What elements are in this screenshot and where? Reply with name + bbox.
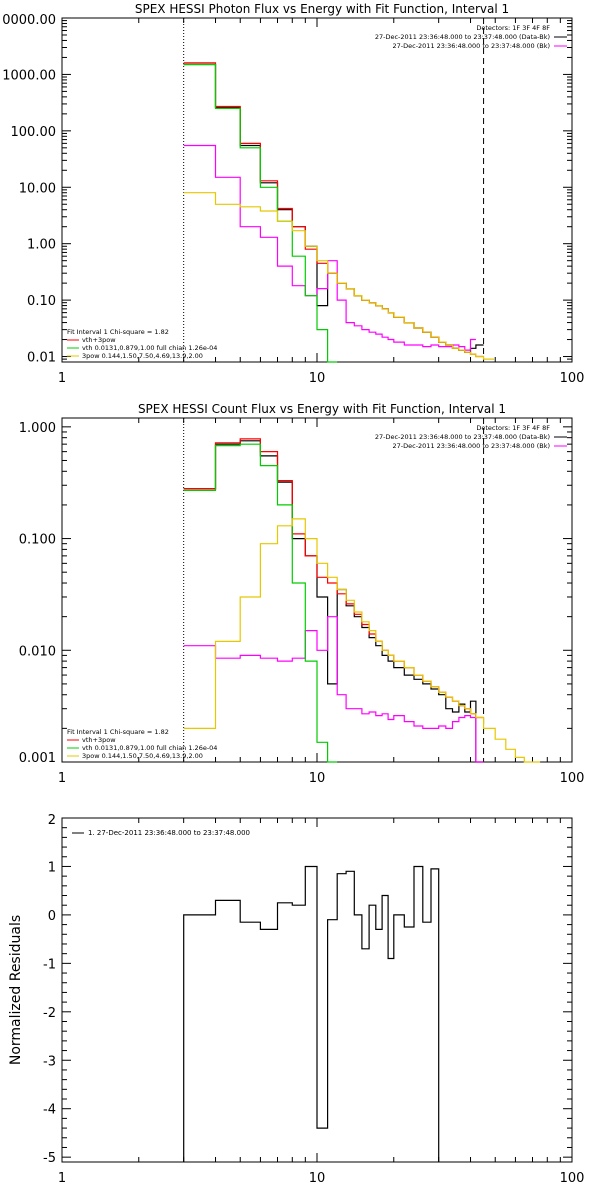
- x-tick-label: 100: [560, 1171, 585, 1186]
- residuals-y-axis-label: Normalized Residuals: [8, 915, 24, 1065]
- legend-entry: 3pow 0.144,1.50,7.50,4.69,13.9,2.00: [82, 352, 203, 360]
- y-tick-label: 100.00: [11, 125, 57, 140]
- legend-entry: Fit Interval 1 Chi-square = 1.82: [67, 728, 169, 736]
- photon-flux-title: SPEX HESSI Photon Flux vs Energy with Fi…: [135, 2, 509, 16]
- y-tick-label: 0.010: [19, 644, 56, 659]
- series-3pow: [183, 192, 495, 360]
- y-tick-label: 2: [48, 813, 56, 828]
- series-data-bk: [183, 440, 484, 763]
- x-tick-label: 100: [560, 371, 585, 386]
- legend-entry: Detectors: 1F 3F 4F 8F: [476, 424, 550, 432]
- y-tick-label: 0.01: [27, 351, 56, 366]
- y-tick-label: -3: [43, 1054, 56, 1069]
- legend-entry: vth+3pow: [82, 336, 116, 344]
- y-tick-label: 1000.00: [2, 68, 56, 83]
- legend-entry: 27-Dec-2011 23:36:48.000 to 23:37:48.000…: [375, 33, 550, 41]
- x-tick-label: 10: [309, 771, 326, 786]
- residuals-axes: 1 10 100 -5 -4 -3 -2 -1 0 1 2: [43, 813, 584, 1186]
- x-tick-label: 1: [58, 1171, 66, 1186]
- count-flux-panel: SPEX HESSI Count Flux vs Energy with Fit…: [19, 402, 585, 786]
- legend-entry: vth 0.0131,0.879,1.00 full chian 1.26e-0…: [82, 744, 217, 752]
- residuals-legend: 1. 27-Dec-2011 23:36:48.000 to 23:37:48.…: [72, 829, 250, 837]
- y-tick-label: -1: [43, 957, 56, 972]
- y-tick-label: 10.00: [19, 181, 56, 196]
- y-tick-label: -4: [43, 1103, 56, 1118]
- legend-entry: 27-Dec-2011 23:36:48.000 to 23:37:48.000…: [375, 433, 550, 441]
- series-residuals: [183, 865, 440, 1162]
- series-3pow: [183, 518, 541, 763]
- x-tick-label: 10: [309, 1171, 326, 1186]
- series-vth-3pow: [183, 62, 484, 358]
- count-flux-axes: 1 10 100 0.001 0.010 0.100 1.000: [19, 418, 585, 786]
- photon-flux-panel: SPEX HESSI Photon Flux vs Energy with Fi…: [2, 2, 584, 386]
- count-flux-title: SPEX HESSI Count Flux vs Energy with Fit…: [138, 402, 506, 416]
- legend-entry: 27-Dec-2011 23:36:48.000 to 23:37:48.000…: [393, 442, 551, 450]
- x-tick-label: 10: [309, 371, 326, 386]
- x-tick-label: 1: [58, 771, 66, 786]
- series-bk: [183, 144, 476, 351]
- y-tick-label: 0.001: [19, 751, 56, 766]
- legend-entry: 1. 27-Dec-2011 23:36:48.000 to 23:37:48.…: [88, 829, 250, 837]
- y-tick-label: -5: [43, 1151, 56, 1166]
- y-tick-label: 1.000: [19, 421, 56, 436]
- x-tick-label: 100: [560, 771, 585, 786]
- residuals-series: [183, 865, 440, 1162]
- legend-entry: vth+3pow: [82, 736, 116, 744]
- y-tick-label: 0: [48, 909, 56, 924]
- legend-entry: 27-Dec-2011 23:36:48.000 to 23:37:48.000…: [393, 42, 551, 50]
- series-vth-3pow: [183, 438, 484, 719]
- x-tick-label: 1: [58, 371, 66, 386]
- legend-entry: vth 0.0131,0.879,1.00 full chian 1.26e-0…: [82, 344, 217, 352]
- series-data-bk: [183, 63, 484, 353]
- y-tick-label: 1.00: [27, 238, 56, 253]
- legend-entry: 3pow 0.144,1.50,7.50,4.69,13.9,2.00: [82, 752, 203, 760]
- y-tick-label: 0.10: [27, 294, 56, 309]
- residuals-panel: Normalized Residuals 1 10 100 -5 -4 -3 -2 -1 0 1 2…: [8, 813, 584, 1186]
- legend-entry: Detectors: 1F 3F 4F 8F: [476, 24, 550, 32]
- series-vth: [183, 63, 338, 363]
- y-tick-label: 1: [48, 860, 56, 875]
- y-tick-label: 0.100: [19, 533, 56, 548]
- photon-flux-series: [183, 62, 495, 363]
- series-bk: [183, 616, 484, 763]
- count-flux-series: [183, 438, 541, 763]
- legend-entry: Fit Interval 1 Chi-square = 1.82: [67, 328, 169, 336]
- y-tick-label: 0000.00: [2, 13, 56, 28]
- y-tick-label: -2: [43, 1006, 56, 1021]
- photon-flux-axes: 1 10 100 0.01 0.10 1.00 10.00 100.00 1000.00 0000…: [2, 13, 584, 386]
- series-vth: [183, 443, 338, 763]
